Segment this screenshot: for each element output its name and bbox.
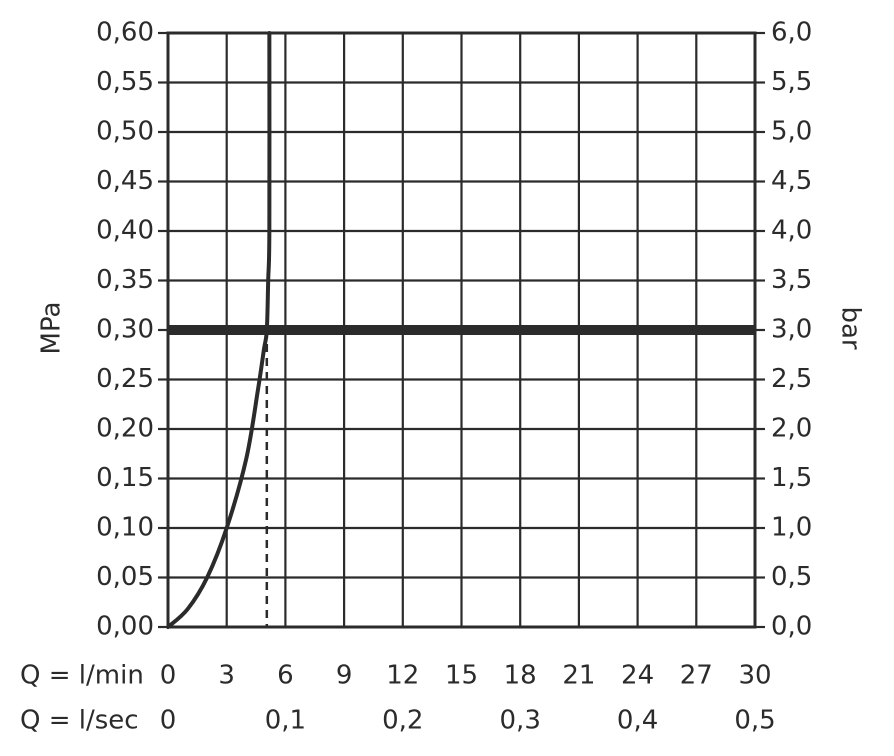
left-tick-label: 0,05 (96, 562, 154, 592)
right-tick-label: 5,0 (771, 117, 812, 147)
left-tick-label: 0,35 (96, 265, 154, 295)
x-tick-label-lmin: 27 (680, 661, 713, 691)
x-tick-label-lmin: 6 (277, 661, 294, 691)
x-tick-label-lmin: 30 (738, 661, 771, 691)
left-tick-label: 0,30 (96, 315, 154, 345)
right-tick-label: 4,0 (771, 216, 812, 246)
x-row-label-lmin: Q = l/min (20, 661, 144, 691)
x-tick-label-lsec: 0,5 (734, 706, 775, 736)
x-tick-label-lmin: 0 (160, 661, 177, 691)
x-tick-label-lmin: 21 (562, 661, 595, 691)
x-row-label-lsec: Q = l/sec (20, 706, 139, 736)
x-tick-label-lsec: 0,2 (382, 706, 423, 736)
right-tick-label: 3,0 (771, 315, 812, 345)
left-tick-label: 0,40 (96, 216, 154, 246)
x-tick-label-lsec: 0 (160, 706, 177, 736)
right-tick-label: 0,5 (771, 562, 812, 592)
right-tick-label: 5,5 (771, 67, 812, 97)
right-axis-title: bar (836, 306, 866, 349)
right-tick-label: 2,5 (771, 364, 812, 394)
x-tick-label-lsec: 0,3 (500, 706, 541, 736)
right-tick-label: 6,0 (771, 18, 812, 48)
right-tick-label: 3,5 (771, 265, 812, 295)
x-axis-lmin-ticks: 0 3 6 9 12 15 18 21 24 27 30 (160, 661, 772, 691)
left-axis-title: MPa (37, 302, 67, 355)
right-tick-label: 1,5 (771, 463, 812, 493)
right-axis-ticks: 0,0 0,5 1,0 1,5 2,0 2,5 3,0 3,5 4,0 4,5 5,0 5,5 6,0 (755, 18, 812, 642)
x-tick-label-lmin: 9 (336, 661, 353, 691)
left-tick-label: 0,50 (96, 117, 154, 147)
right-tick-label: 1,0 (771, 513, 812, 543)
x-tick-label-lmin: 18 (504, 661, 537, 691)
x-tick-label-lsec: 0,1 (265, 706, 306, 736)
left-tick-label: 0,15 (96, 463, 154, 493)
curve-layer (166, 31, 272, 629)
x-tick-label-lmin: 3 (218, 661, 235, 691)
x-tick-label-lmin: 12 (386, 661, 419, 691)
flow-curve (166, 31, 272, 629)
left-tick-label: 0,00 (96, 612, 154, 642)
x-tick-label-lmin: 24 (621, 661, 654, 691)
x-tick-label-lsec: 0,4 (617, 706, 658, 736)
x-tick-label-lmin: 15 (445, 661, 478, 691)
left-axis-ticks: 0,00 0,05 0,10 0,15 0,20 0,25 0,30 0,35 0,40 0,45… (96, 18, 168, 642)
right-tick-label: 2,0 (771, 414, 812, 444)
left-tick-label: 0,20 (96, 414, 154, 444)
left-tick-label: 0,10 (96, 513, 154, 543)
right-tick-label: 4,5 (771, 166, 812, 196)
right-tick-label: 0,0 (771, 612, 812, 642)
left-tick-label: 0,45 (96, 166, 154, 196)
left-tick-label: 0,55 (96, 67, 154, 97)
left-tick-label: 0,25 (96, 364, 154, 394)
x-axis-lsec-ticks: 0 0,1 0,2 0,3 0,4 0,5 (160, 706, 776, 736)
left-tick-label: 0,60 (96, 18, 154, 48)
